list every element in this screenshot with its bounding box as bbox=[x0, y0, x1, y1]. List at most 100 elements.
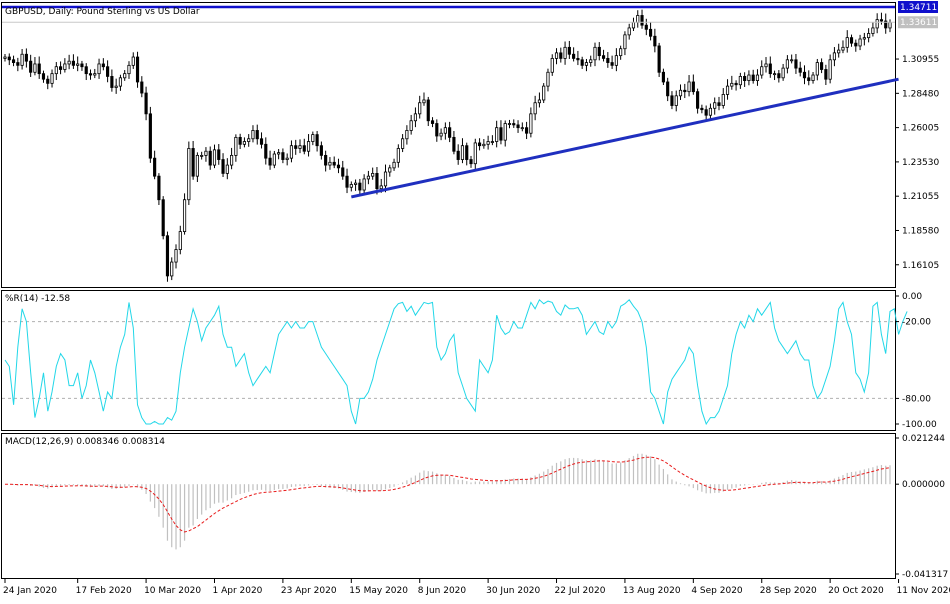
candle bbox=[717, 96, 721, 111]
candle-body bbox=[165, 235, 170, 277]
candle-body bbox=[580, 59, 584, 66]
time-tick-label: 28 Sep 2020 bbox=[760, 586, 817, 596]
candle bbox=[704, 105, 708, 122]
candle-body bbox=[409, 120, 413, 131]
candle-body bbox=[388, 167, 392, 173]
candle-body bbox=[7, 56, 11, 61]
candle-body bbox=[666, 81, 670, 97]
candle bbox=[63, 58, 67, 73]
candle-body bbox=[435, 123, 439, 137]
current-price-box bbox=[898, 16, 938, 29]
candle bbox=[298, 139, 302, 154]
candle bbox=[251, 125, 255, 143]
candle-body bbox=[772, 73, 777, 76]
time-tick-label: 20 Oct 2020 bbox=[828, 586, 884, 596]
candle-body bbox=[828, 59, 832, 80]
candle bbox=[106, 60, 110, 83]
candle bbox=[97, 58, 101, 79]
time-tick-label: 23 Apr 2020 bbox=[281, 586, 337, 596]
candle-body bbox=[610, 62, 614, 66]
candle-body bbox=[623, 34, 627, 50]
candle bbox=[422, 92, 426, 106]
candle-body bbox=[696, 91, 700, 109]
candle-body bbox=[815, 62, 819, 76]
candle-body bbox=[114, 85, 118, 88]
macd-pane[interactable]: MACD(12,26,9) 0.008346 0.008314 0.021244… bbox=[1, 433, 949, 581]
candle bbox=[430, 117, 435, 128]
macd-signal-line bbox=[5, 456, 891, 533]
candle-body bbox=[383, 171, 388, 187]
candle bbox=[734, 80, 738, 91]
candle bbox=[413, 107, 418, 128]
candle-body bbox=[725, 85, 730, 95]
macd-tick-label: 0.021244 bbox=[902, 434, 945, 444]
candle-body bbox=[490, 141, 494, 143]
candle bbox=[747, 70, 751, 86]
price-pane[interactable]: 1.34711 1.33611 GBPUSD, Daily: Pound Ster… bbox=[1, 1, 940, 288]
candlestick-series bbox=[3, 9, 892, 282]
candle-body bbox=[319, 145, 323, 156]
candle-body bbox=[674, 95, 678, 106]
candle bbox=[84, 63, 88, 81]
candle bbox=[503, 120, 507, 147]
candle-body bbox=[499, 127, 503, 141]
candle-body bbox=[627, 27, 631, 36]
candle-body bbox=[884, 20, 888, 29]
candle-body bbox=[225, 164, 229, 174]
candle bbox=[456, 144, 460, 165]
candle-body bbox=[512, 123, 516, 126]
candle-body bbox=[11, 59, 16, 63]
candle bbox=[418, 95, 422, 119]
candle-body bbox=[59, 66, 63, 70]
candle bbox=[217, 144, 221, 165]
candle bbox=[29, 54, 33, 77]
candle-body bbox=[708, 107, 713, 116]
candle bbox=[178, 225, 182, 255]
candle-body bbox=[234, 136, 238, 156]
candle-body bbox=[529, 113, 533, 134]
candle bbox=[512, 119, 516, 128]
candle-body bbox=[802, 71, 807, 79]
candle-body bbox=[238, 136, 242, 145]
candle bbox=[469, 155, 473, 168]
candle bbox=[238, 133, 242, 150]
candle-body bbox=[691, 81, 695, 93]
candle-body bbox=[619, 48, 623, 57]
candle bbox=[71, 54, 75, 69]
candle-body bbox=[195, 154, 199, 177]
williams-r-pane[interactable]: %R(14) -12.58 0.00 -20.00 -80.00 -100.00 bbox=[1, 290, 938, 431]
candle bbox=[33, 57, 37, 76]
candle bbox=[234, 134, 238, 162]
candle bbox=[845, 30, 849, 53]
candle bbox=[187, 141, 191, 205]
candle bbox=[93, 68, 97, 79]
candle bbox=[135, 51, 140, 88]
candle bbox=[123, 70, 127, 81]
candle-body bbox=[721, 94, 725, 106]
candle bbox=[465, 142, 469, 166]
candle bbox=[7, 53, 11, 66]
candle-body bbox=[875, 19, 879, 29]
candle bbox=[768, 56, 772, 78]
candle bbox=[174, 244, 178, 269]
candle-body bbox=[477, 142, 482, 147]
candle-body bbox=[456, 150, 460, 160]
time-tick-label: 22 Jul 2020 bbox=[555, 586, 606, 596]
candle bbox=[311, 131, 315, 146]
candle bbox=[486, 135, 490, 150]
candle bbox=[16, 57, 20, 72]
candle bbox=[867, 28, 871, 43]
current-price-label: 1.33611 bbox=[900, 18, 937, 28]
candle bbox=[614, 48, 618, 72]
price-axis: 1.16105 1.18580 1.21055 1.23530 1.26005 1.284… bbox=[895, 55, 939, 271]
candle-body bbox=[730, 82, 734, 87]
candle-body bbox=[127, 64, 131, 75]
macd-axis: 0.021244 0.000000 -0.041317 bbox=[895, 434, 948, 580]
candle-body bbox=[704, 109, 708, 116]
candle-body bbox=[379, 185, 383, 190]
candle bbox=[272, 150, 276, 169]
candle bbox=[439, 128, 443, 141]
candle bbox=[584, 58, 589, 72]
candle-body bbox=[208, 150, 212, 166]
candle bbox=[264, 137, 268, 165]
